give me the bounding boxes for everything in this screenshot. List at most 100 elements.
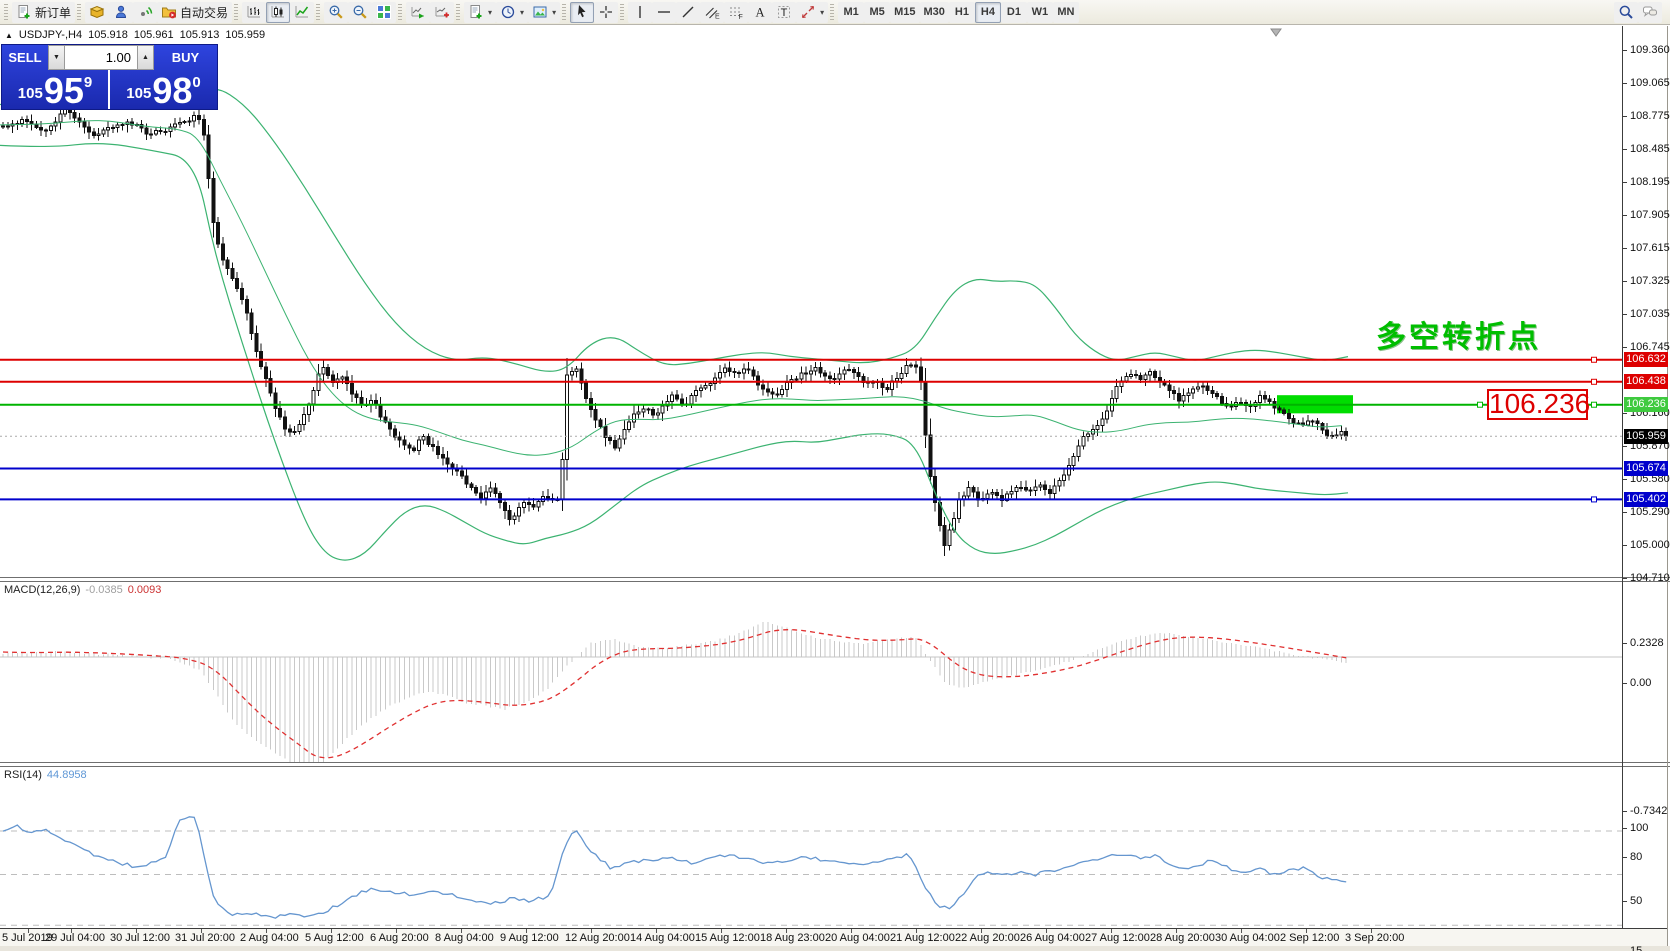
timeframe-m30[interactable]: M30 xyxy=(919,1,949,23)
toolbar-grip[interactable] xyxy=(456,4,461,20)
timeframe-mn[interactable]: MN xyxy=(1052,1,1079,23)
turning-point-annotation[interactable]: 多空转折点 xyxy=(1376,321,1541,354)
toolbar-grip[interactable] xyxy=(4,4,8,20)
line-anchor-handle[interactable] xyxy=(1591,401,1597,408)
price-axis-label: 107.615 xyxy=(1630,242,1670,254)
community-button[interactable] xyxy=(109,1,134,23)
axis-tick xyxy=(1622,857,1627,858)
crosshair-button[interactable] xyxy=(594,1,619,23)
buy-button[interactable]: BUY xyxy=(171,50,200,65)
timeframe-w1[interactable]: W1 xyxy=(1026,1,1053,23)
line-anchor-handle[interactable] xyxy=(1591,378,1597,385)
autotrading-button[interactable]: 自动交易 xyxy=(157,1,233,23)
price-axis-label: 108.485 xyxy=(1630,143,1670,155)
line-anchor-handle[interactable] xyxy=(1591,356,1597,363)
text-label-button[interactable]: T xyxy=(772,1,797,23)
buy-price[interactable]: 105 98 0 xyxy=(110,70,217,109)
toolbar-grip[interactable] xyxy=(77,4,82,20)
trendline-icon xyxy=(680,4,696,20)
timeframe-h1[interactable]: H1 xyxy=(948,1,975,23)
time-axis-label: 20 Aug 04:00 xyxy=(825,932,890,944)
bars-chart-button[interactable] xyxy=(242,1,267,23)
macd-pane-canvas[interactable] xyxy=(0,581,1622,762)
fibonacci-button[interactable]: F xyxy=(724,1,749,23)
toolbar-grip[interactable] xyxy=(562,4,567,20)
chart-shift-button[interactable] xyxy=(430,1,455,23)
horizontal-line-button[interactable] xyxy=(652,1,677,23)
rsi-axis-label: 100 xyxy=(1630,822,1649,834)
channel-button[interactable]: E xyxy=(700,1,725,23)
time-axis-tick xyxy=(461,929,462,933)
vertical-line-button[interactable] xyxy=(628,1,653,23)
chart-area[interactable]: 5 Jul 2019 29 Jul 04:00 30 Jul 12:00 31 Jul… xyxy=(0,26,1670,951)
price-callout-box[interactable]: 106.236 xyxy=(1487,388,1591,420)
cursor-button[interactable] xyxy=(570,1,595,23)
dropdown-caret-icon: ▾ xyxy=(820,7,825,17)
editor-button[interactable] xyxy=(85,1,110,23)
time-axis-tick xyxy=(786,929,787,933)
time-axis-label: 9 Aug 12:00 xyxy=(500,932,559,944)
axis-tick xyxy=(1622,446,1627,447)
sell-price-prefix: 105 xyxy=(17,85,43,102)
auto-scroll-icon xyxy=(410,4,426,20)
toolbar-grip[interactable] xyxy=(830,4,835,20)
toolbar-grip[interactable] xyxy=(620,4,625,20)
trendline-button[interactable] xyxy=(676,1,701,23)
periods-dropdown[interactable]: ▾ xyxy=(496,1,529,23)
toolbar-grip[interactable] xyxy=(234,4,239,20)
pane-separator-rsi[interactable] xyxy=(0,762,1670,767)
level-price-badge: 106.632 xyxy=(1624,352,1668,367)
timeframe-h4[interactable]: H4 xyxy=(974,1,1001,23)
arrows-dropdown[interactable]: ▾ xyxy=(796,1,829,23)
zoom-out-button[interactable] xyxy=(348,1,373,23)
candlestick-chart-button[interactable] xyxy=(266,1,291,23)
templates-dropdown[interactable]: ▾ xyxy=(528,1,561,23)
crosshair-icon xyxy=(598,4,614,20)
auto-scroll-button[interactable] xyxy=(406,1,431,23)
new-order-button[interactable]: 新订单 xyxy=(12,1,76,23)
chat-button[interactable] xyxy=(1638,1,1662,23)
axis-tick xyxy=(1622,479,1627,480)
sell-price-big: 95 xyxy=(43,70,84,111)
toolbar-grip[interactable] xyxy=(316,4,321,20)
time-axis-label: 22 Aug 20:00 xyxy=(955,932,1020,944)
tile-windows-button[interactable] xyxy=(372,1,397,23)
timeframe-m15[interactable]: M15 xyxy=(890,1,920,23)
axis-tick xyxy=(1622,314,1627,315)
text-button[interactable]: A xyxy=(748,1,773,23)
time-axis-label: 5 Aug 12:00 xyxy=(305,932,364,944)
rsi-axis-label: 15 xyxy=(1630,945,1643,951)
time-axis-label: 26 Aug 04:00 xyxy=(1020,932,1085,944)
signal-waves-icon xyxy=(137,4,153,20)
new-chart-dropdown[interactable]: ▾ xyxy=(464,1,497,23)
rsi-pane-canvas[interactable] xyxy=(0,766,1622,928)
price-axis-label: 109.065 xyxy=(1630,77,1670,89)
signals-button[interactable] xyxy=(133,1,158,23)
window-bottom-frame xyxy=(0,946,1670,951)
time-axis-tick xyxy=(71,929,72,933)
volume-up-button[interactable]: ▲ xyxy=(137,45,154,70)
toolbar-grip[interactable] xyxy=(398,4,403,20)
rsi-value: 44.8958 xyxy=(46,769,87,781)
volume-input[interactable] xyxy=(65,45,137,70)
pane-separator-macd[interactable] xyxy=(0,577,1670,582)
level-price-badge: 106.438 xyxy=(1624,374,1668,389)
volume-down-button[interactable]: ▼ xyxy=(48,45,65,70)
price-chart-canvas[interactable] xyxy=(0,26,1622,577)
macd-main-value: -0.0385 xyxy=(85,584,123,596)
timeframe-m5[interactable]: M5 xyxy=(864,1,891,23)
price-axis-label: 105.000 xyxy=(1630,539,1670,551)
chart-shift-marker-icon[interactable] xyxy=(1270,28,1282,37)
line-anchor-handle[interactable] xyxy=(1591,496,1597,503)
symbol-info-bar: ▲ USDJPY-,H4 105.918 105.961 105.913 105… xyxy=(5,29,265,41)
search-button[interactable] xyxy=(1614,1,1638,23)
sell-price[interactable]: 105 95 9 xyxy=(2,70,108,109)
zoom-in-button[interactable] xyxy=(324,1,349,23)
line-chart-button[interactable] xyxy=(290,1,315,23)
sell-button[interactable]: SELL xyxy=(8,50,42,65)
time-axis[interactable]: 5 Jul 2019 29 Jul 04:00 30 Jul 12:00 31 Jul… xyxy=(0,929,1667,946)
timeframe-m1[interactable]: M1 xyxy=(838,1,865,23)
line-anchor-handle[interactable] xyxy=(1477,401,1483,408)
time-axis-tick xyxy=(851,929,852,933)
timeframe-d1[interactable]: D1 xyxy=(1000,1,1027,23)
